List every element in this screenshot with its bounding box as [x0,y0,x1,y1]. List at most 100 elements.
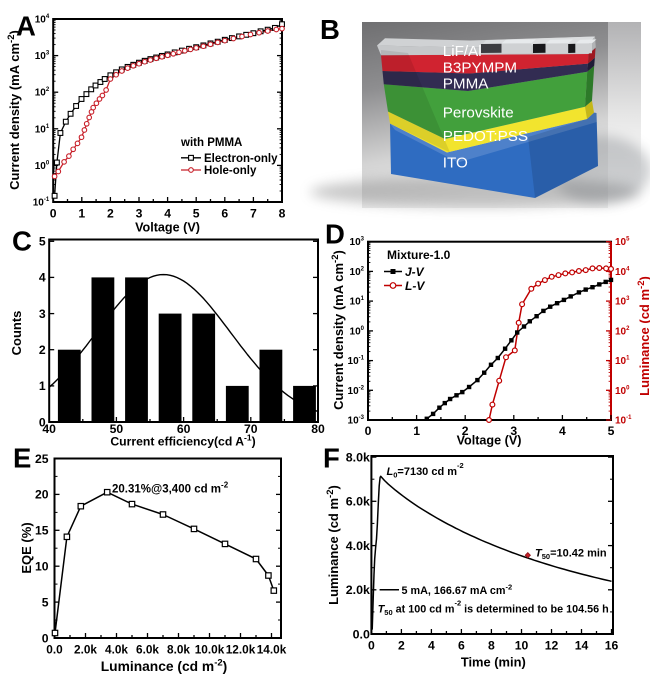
svg-text:Voltage (V): Voltage (V) [457,434,522,448]
svg-text:25: 25 [35,452,49,466]
svg-text:16: 16 [605,639,619,653]
svg-text:12: 12 [545,639,559,653]
svg-text:J-V: J-V [405,265,425,279]
svg-text:4: 4 [559,424,566,438]
svg-text:6: 6 [221,207,228,221]
svg-text:80: 80 [311,422,325,436]
svg-text:103: 103 [350,237,365,249]
svg-text:Luminance (cd m-2): Luminance (cd m-2) [325,485,341,605]
svg-text:102: 102 [35,87,50,99]
svg-text:5: 5 [39,235,46,249]
svg-text:F: F [323,443,340,474]
svg-text:105: 105 [615,237,630,249]
svg-text:Hole-only: Hole-only [204,165,257,177]
svg-text:0.0: 0.0 [46,643,63,657]
svg-text:40: 40 [42,422,56,436]
svg-text:8.0k: 8.0k [346,450,370,464]
svg-text:3: 3 [136,207,143,221]
svg-text:10-1: 10-1 [348,356,365,368]
svg-text:60: 60 [177,422,191,436]
svg-text:0: 0 [50,207,57,221]
svg-text:1: 1 [78,207,85,221]
svg-text:14: 14 [575,639,589,653]
svg-text:1: 1 [39,379,46,393]
svg-text:4: 4 [164,207,171,221]
svg-text:L0=7130 cd m-2: L0=7130 cd m-2 [387,461,464,480]
svg-text:ITO: ITO [443,155,468,172]
svg-text:EQE (%): EQE (%) [19,522,34,573]
svg-text:70: 70 [244,422,258,436]
svg-text:2.0k: 2.0k [74,643,97,657]
svg-text:14.0k: 14.0k [257,643,287,657]
svg-text:6: 6 [458,639,465,653]
svg-text:Perovskite: Perovskite [443,104,514,121]
svg-text:10-3: 10-3 [348,415,365,427]
svg-text:20.31%@3,400 cd m-2: 20.31%@3,400 cd m-2 [112,481,229,496]
svg-text:10-1: 10-1 [33,197,50,209]
svg-text:6.0k: 6.0k [346,495,370,509]
svg-text:Current efficiency(cd A-1): Current efficiency(cd A-1) [110,433,255,449]
svg-text:B: B [320,14,340,45]
svg-text:8: 8 [488,639,495,653]
svg-text:Luminance (cd m-2): Luminance (cd m-2) [101,658,228,675]
svg-text:100: 100 [350,326,365,338]
svg-text:A: A [16,11,36,42]
svg-text:0: 0 [368,639,375,653]
svg-text:100: 100 [35,160,50,172]
svg-text:104: 104 [35,14,50,26]
svg-text:12.0k: 12.0k [226,643,256,657]
svg-text:L-V: L-V [405,279,425,293]
svg-text:8: 8 [279,207,286,221]
svg-text:PMMA: PMMA [443,75,489,92]
svg-text:10-2: 10-2 [348,385,365,397]
svg-text:103: 103 [35,51,50,63]
svg-text:50: 50 [110,422,124,436]
svg-text:0: 0 [365,424,372,438]
svg-text:5: 5 [608,424,615,438]
svg-text:4: 4 [428,639,435,653]
svg-text:5: 5 [193,207,200,221]
svg-text:Current density (mA cm-2): Current density (mA cm-2) [6,30,22,190]
svg-text:Voltage (V): Voltage (V) [135,221,200,235]
svg-text:T50=10.42 min: T50=10.42 min [535,548,607,562]
svg-text:102: 102 [615,326,630,338]
svg-text:103: 103 [615,296,630,308]
svg-text:2.0k: 2.0k [346,583,370,597]
svg-text:101: 101 [35,124,50,136]
svg-text:0: 0 [39,415,46,429]
svg-text:C: C [12,226,32,257]
svg-text:10: 10 [515,639,529,653]
svg-text:1: 1 [413,424,420,438]
svg-text:LiF/Al: LiF/Al [443,43,482,60]
svg-text:D: D [325,219,345,250]
svg-text:2: 2 [462,424,469,438]
svg-text:4.0k: 4.0k [105,643,128,657]
svg-text:E: E [13,443,31,474]
svg-text:PEDOT:PSS: PEDOT:PSS [443,128,528,145]
svg-text:10-1: 10-1 [615,415,632,427]
svg-text:T50 at 100 cd m-2 is determine: T50 at 100 cd m-2 is determined to be 10… [378,599,609,618]
svg-text:Time (min): Time (min) [461,655,526,670]
svg-text:101: 101 [615,356,630,368]
svg-text:0.0: 0.0 [353,627,370,641]
svg-text:100: 100 [615,385,630,397]
svg-text:with PMMA: with PMMA [180,137,242,149]
svg-text:2: 2 [398,639,405,653]
svg-text:101: 101 [350,296,365,308]
svg-text:4.0k: 4.0k [346,539,370,553]
svg-text:102: 102 [350,266,365,278]
svg-text:8.0k: 8.0k [167,643,190,657]
svg-text:Current density (mA cm-2): Current density (mA cm-2) [330,250,346,410]
svg-text:Counts: Counts [9,311,24,356]
svg-text:B3PYMPM: B3PYMPM [443,59,517,76]
svg-text:2: 2 [39,343,46,357]
svg-text:Electron-only: Electron-only [204,153,278,165]
svg-text:5: 5 [42,595,49,609]
svg-text:10.0k: 10.0k [195,643,225,657]
svg-text:3: 3 [39,307,46,321]
svg-text:104: 104 [615,266,630,278]
svg-text:2: 2 [107,207,114,221]
svg-text:0: 0 [42,631,49,645]
svg-text:Luminance (cd m-2): Luminance (cd m-2) [636,276,650,396]
svg-text:5 mA, 166.67 mA cm-2: 5 mA, 166.67 mA cm-2 [402,583,513,598]
